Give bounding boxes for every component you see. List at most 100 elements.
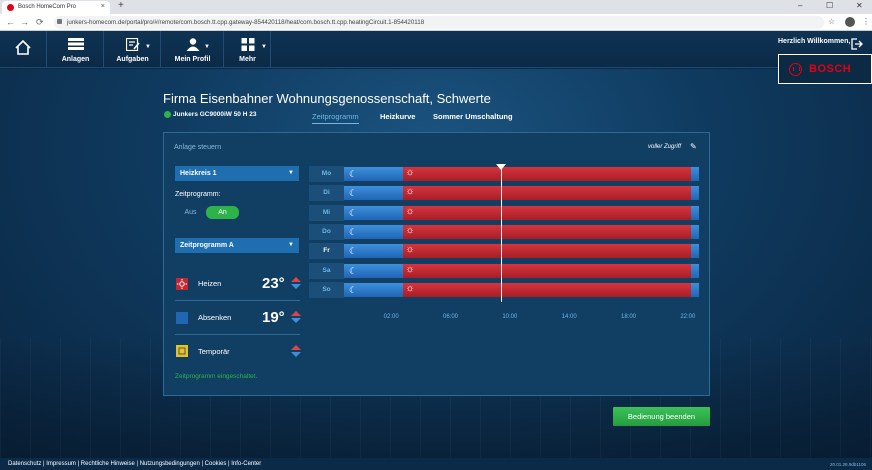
down-arrow-icon[interactable] [291,284,301,289]
setback-period[interactable]: ☾ [344,225,404,239]
down-arrow-icon[interactable] [291,352,301,357]
up-arrow-icon[interactable] [291,311,301,316]
setback-period[interactable]: ☾ [344,283,404,297]
toggle-on[interactable]: An [206,206,239,219]
forward-icon[interactable]: → [20,17,29,27]
chevron-down-icon: ▼ [204,44,210,50]
up-arrow-icon[interactable] [291,277,301,282]
day-schedule-bar[interactable]: ☾ ☼ [344,224,700,240]
brand-name: BOSCH [809,63,852,75]
version-text: 20.01.28.9db1106 [830,462,866,467]
setback-period[interactable]: ☾ [344,167,404,181]
sun-icon: ☼ [405,264,415,275]
window-close-button[interactable]: ✕ [856,1,863,10]
heating-period[interactable] [403,244,692,258]
sun-icon: ☼ [405,206,415,217]
day-label: Mo [309,166,344,182]
heating-period[interactable] [403,206,692,220]
home-button[interactable] [0,31,47,68]
edit-icon[interactable]: ✎ [690,142,697,151]
lock-icon [57,19,62,24]
program-select[interactable]: Zeitprogramm A ▼ [175,238,299,253]
setback-period[interactable] [691,225,700,239]
address-bar: ← → ⟳ junkers-homecom.de/portal/pro/#/re… [0,14,872,31]
setback-period[interactable] [691,264,700,278]
nav-mehr[interactable]: ▼ Mehr [225,31,271,68]
sun-icon: ☼ [405,167,415,178]
setback-period[interactable] [691,186,700,200]
setback-period[interactable] [691,244,700,258]
user-icon [186,38,199,51]
footer: Datenschutz | Impressum | Rechtliche Hin… [0,458,872,470]
setback-period[interactable]: ☾ [344,244,404,258]
browser-tabbar: Bosch HomeCom Pro × + – ☐ ✕ [0,0,872,14]
temporaer-stepper[interactable] [291,345,301,359]
setback-period[interactable]: ☾ [344,186,404,200]
day-label: Di [309,185,344,201]
profile-avatar-icon[interactable] [845,17,855,27]
day-schedule-bar[interactable]: ☾ ☼ [344,243,700,259]
day-schedule-bar[interactable]: ☾ ☼ [344,166,700,182]
maximize-button[interactable]: ☐ [826,1,834,10]
nav-anlagen[interactable]: Anlagen [48,31,104,68]
day-schedule-bar[interactable]: ☾ ☼ [344,263,700,279]
up-arrow-icon[interactable] [291,345,301,350]
moon-icon: ☾ [349,285,358,295]
day-label: Sa [309,263,344,279]
new-tab-button[interactable]: + [118,0,124,11]
heizen-temp: 23° [262,275,285,292]
reload-icon[interactable]: ⟳ [36,17,44,27]
heating-circuit-select[interactable]: Heizkreis 1 ▼ [175,166,299,181]
nav-label: Mein Profil [174,56,211,63]
setback-period[interactable] [691,206,700,220]
logout-icon[interactable] [851,38,863,50]
divider [175,300,300,301]
browser-tab[interactable]: Bosch HomeCom Pro × [2,1,110,14]
temporary-icon [176,345,188,357]
setback-period[interactable]: ☾ [344,264,404,278]
minimize-button[interactable]: – [798,1,803,10]
bookmark-star-icon[interactable]: ☆ [828,17,836,26]
tab-close-icon[interactable]: × [100,3,105,10]
setback-period[interactable]: ☾ [344,206,404,220]
online-status-icon [164,111,171,118]
toggle-off[interactable]: Aus [184,209,197,216]
day-schedule-bar[interactable]: ☾ ☼ [344,205,700,221]
day-schedule-bar[interactable]: ☾ ☼ [344,185,700,201]
heating-period[interactable] [403,264,692,278]
url-field[interactable]: junkers-homecom.de/portal/pro/#/remote/c… [54,16,824,29]
zeitprogramm-toggle[interactable]: Aus An [175,206,239,219]
heating-period[interactable] [403,167,692,181]
task-edit-icon [125,38,140,51]
sun-icon: ☼ [405,283,415,294]
select-value: Zeitprogramm A [180,242,234,249]
heizen-label: Heizen [198,279,222,288]
heating-period[interactable] [403,283,692,297]
temporaer-label: Temporär [198,347,230,356]
nav-aufgaben[interactable]: ▼ Aufgaben [105,31,161,68]
absenken-stepper[interactable] [291,311,301,325]
setback-period[interactable] [691,167,700,181]
time-tick: 22:00 [680,314,696,320]
nav-mein-profil[interactable]: ▼ Mein Profil [162,31,224,68]
heating-period[interactable] [403,186,692,200]
tab-zeitprogramm[interactable]: Zeitprogramm [312,112,359,124]
setback-period[interactable] [691,283,700,297]
divider [175,334,300,335]
down-arrow-icon[interactable] [291,318,301,323]
tab-heizkurve[interactable]: Heizkurve [380,112,416,121]
time-tick: 10:00 [502,314,518,320]
footer-links[interactable]: Datenschutz | Impressum | Rechtliche Hin… [8,461,262,467]
end-control-button[interactable]: Bedienung beenden [613,407,710,426]
browser-menu-icon[interactable]: ⋮ [862,17,870,26]
tab-sommer-umschaltung[interactable]: Sommer Umschaltung [433,112,513,121]
absenken-label: Absenken [198,313,232,322]
bosch-favicon-icon [7,4,14,11]
day-schedule-bar[interactable]: ☾ ☼ [344,282,700,298]
moon-icon: ☾ [349,169,358,179]
moon-icon: ☾ [349,188,358,198]
time-tick: 02:00 [383,314,399,320]
heizen-stepper[interactable] [291,277,301,291]
heating-period[interactable] [403,225,692,239]
back-icon[interactable]: ← [6,17,15,27]
